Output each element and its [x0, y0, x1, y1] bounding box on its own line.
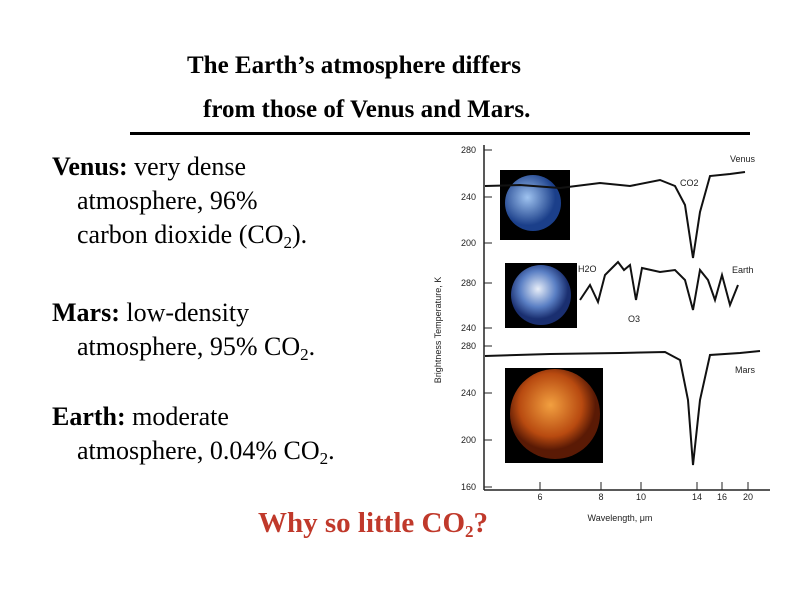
bullet-line: Mars: low-density [52, 298, 249, 328]
figure-labels: 280 240 200 280 240 280 240 200 160 6 8 10 14 16 20 Wav… [433, 145, 756, 523]
annotation: Mars [735, 365, 755, 375]
question-tail: ? [473, 507, 489, 539]
bullet-text: carbon dioxide (CO [77, 220, 284, 249]
subscript: 2 [300, 345, 309, 364]
y-tick-label: 240 [461, 192, 476, 202]
bullet-tail: . [308, 332, 316, 361]
bullet-label: Mars: [52, 298, 120, 327]
annotation: H2O [578, 264, 597, 274]
y-tick-label: 160 [461, 482, 476, 492]
bullet-line: atmosphere, 96% [77, 186, 258, 216]
x-tick-label: 14 [692, 492, 702, 502]
bullet-line: atmosphere, 0.04% CO2. [77, 436, 335, 468]
bullet-label: Earth: [52, 402, 126, 431]
venus-image [505, 175, 561, 231]
x-tick-label: 6 [537, 492, 542, 502]
earth-spectrum [579, 260, 739, 311]
bullet-text: atmosphere, 96% [77, 186, 258, 215]
mars-image [510, 369, 600, 459]
annotation: Earth [732, 265, 754, 275]
y-tick-label: 280 [461, 278, 476, 288]
subscript: 2 [283, 233, 293, 252]
bullet-line: atmosphere, 95% CO2. [77, 332, 316, 364]
title-line: The Earth’s atmosphere differs [187, 52, 521, 79]
x-tick-label: 10 [636, 492, 646, 502]
question: Why so little CO2? [258, 507, 488, 540]
x-axis-label: Wavelength, μm [588, 513, 653, 523]
venus-spectrum [484, 171, 746, 259]
bullet-tail: . [328, 436, 335, 465]
subscript: 2 [465, 522, 474, 541]
y-tick-label: 280 [461, 341, 476, 351]
bullet-text: atmosphere, 95% CO [77, 332, 301, 361]
y-axis-label: Brightness Temperature, K [433, 277, 443, 383]
annotation: CO2 [680, 178, 699, 188]
y-tick-label: 240 [461, 323, 476, 333]
y-tick-label: 240 [461, 388, 476, 398]
bullet-text: atmosphere, 0.04% CO [77, 436, 320, 465]
y-tick-label: 200 [461, 238, 476, 248]
subscript: 2 [319, 449, 329, 468]
x-tick-label: 8 [598, 492, 603, 502]
bullet-line: Earth: moderate [52, 402, 229, 432]
annotation: O3 [628, 314, 640, 324]
bullet-text: moderate [132, 402, 229, 431]
question-text: Why so little CO [258, 507, 466, 539]
bullet-text: very dense [134, 152, 247, 181]
mars-spectrum [484, 350, 761, 466]
x-tick-label: 16 [717, 492, 727, 502]
bullet-tail: ). [292, 220, 308, 249]
earth-image [511, 265, 571, 325]
bullet-line: Venus: very dense [52, 152, 246, 182]
bullet-text: low-density [126, 298, 250, 327]
annotation: Venus [730, 154, 756, 164]
x-tick-label: 20 [743, 492, 753, 502]
y-tick-label: 280 [461, 145, 476, 155]
y-tick-label: 200 [461, 435, 476, 445]
rule [130, 132, 750, 135]
bullet-line: carbon dioxide (CO2). [77, 220, 308, 252]
bullet-label: Venus: [52, 152, 128, 181]
title-line: from those of Venus and Mars. [203, 96, 531, 123]
